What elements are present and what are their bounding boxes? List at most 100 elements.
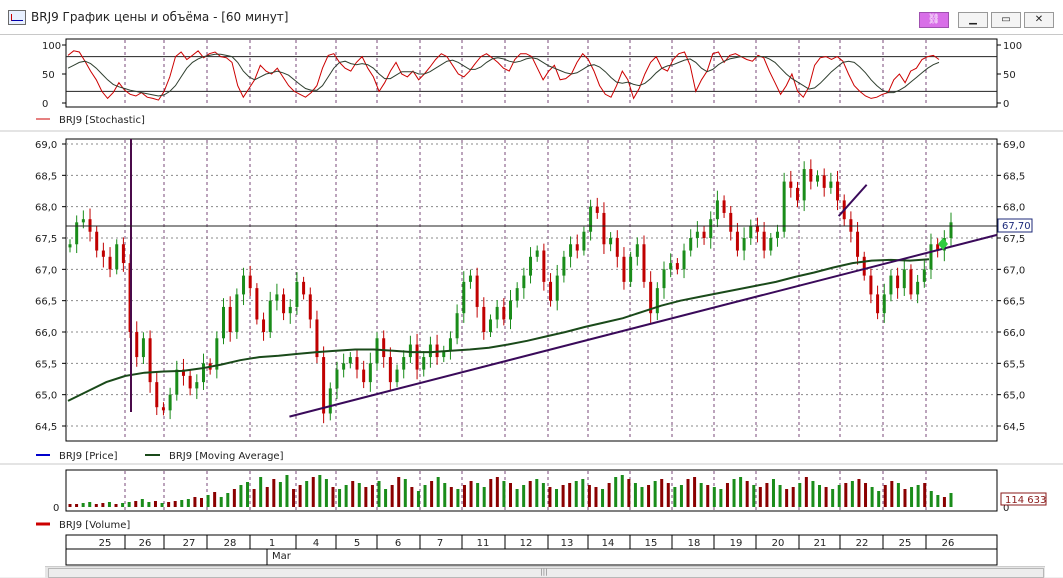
- candle-body: [729, 212, 733, 232]
- volume-bar: [679, 485, 683, 507]
- volume-bar: [272, 479, 276, 507]
- volume-bar: [771, 479, 775, 507]
- day-label: 25: [99, 538, 112, 549]
- volume-bar: [114, 504, 118, 507]
- close-button[interactable]: ✕: [1024, 12, 1054, 28]
- volume-bar: [344, 485, 348, 507]
- volume-bar: [449, 487, 453, 507]
- candle-body: [929, 244, 933, 270]
- candle-body: [375, 338, 379, 364]
- candle-body: [228, 306, 232, 332]
- candle-body: [482, 306, 486, 332]
- time-axis: 25 26 27 28 1 4 5 6 7 11 12 13 14 15 18 19 20 21 22 25 26 Ma…: [65, 534, 998, 566]
- candle-body: [836, 181, 840, 201]
- candle-body: [709, 219, 713, 238]
- volume-bar: [298, 485, 302, 507]
- candle-body: [889, 275, 893, 295]
- candle-body: [315, 319, 319, 358]
- day-label: 11: [477, 538, 490, 549]
- chart-area[interactable]: 100 100 50 50 0 0 BRJ9 [Stochastic] 69,0 69,0 6…: [0, 35, 1063, 577]
- candle-body: [235, 294, 239, 332]
- volume-bar: [252, 489, 256, 507]
- volume-legend: BRJ9 [Volume]: [59, 520, 130, 531]
- day-label: 22: [856, 538, 869, 549]
- volume-bar: [640, 487, 644, 507]
- candle-body: [909, 269, 913, 295]
- volume-bar: [134, 501, 138, 507]
- candle-body: [448, 338, 452, 351]
- volume-bar: [673, 487, 677, 507]
- candle-body: [368, 363, 372, 383]
- link-icon[interactable]: ⛓: [919, 12, 949, 28]
- candle-body: [916, 281, 920, 295]
- candle-body: [488, 319, 492, 332]
- volume-bar: [804, 477, 808, 507]
- candle-body: [288, 306, 292, 314]
- candle-body: [88, 219, 92, 232]
- candle-body: [535, 250, 539, 257]
- candle-body: [502, 306, 506, 320]
- volume-bar: [831, 489, 835, 507]
- candle-body: [242, 275, 246, 295]
- volume-bar: [423, 485, 427, 507]
- candle-body: [809, 169, 813, 182]
- candle-body: [816, 175, 820, 182]
- candle-body: [936, 244, 940, 251]
- volume-bar: [916, 485, 920, 507]
- price-tick-right: 67,5: [1003, 234, 1025, 245]
- volume-bar: [285, 475, 289, 507]
- stochastic-tick-left: 0: [42, 99, 48, 110]
- window-title: BRJ9 График цены и объёма - [60 минут]: [31, 10, 289, 24]
- price-tick-left: 68,0: [35, 203, 57, 214]
- candle-body: [222, 306, 226, 339]
- candle-body: [749, 225, 753, 238]
- volume-bar: [140, 499, 144, 507]
- price-tick-left: 68,5: [35, 171, 57, 182]
- candle-body: [148, 338, 152, 383]
- candle-body: [101, 250, 105, 257]
- horizontal-scrollbar[interactable]: |||: [45, 566, 1045, 578]
- minimize-button[interactable]: ▁: [958, 12, 988, 28]
- candle-body: [81, 219, 85, 223]
- candle-body: [168, 394, 172, 411]
- candle-body: [442, 350, 446, 358]
- volume-bar: [186, 499, 190, 507]
- candle-body: [282, 294, 286, 314]
- candle-body: [95, 231, 99, 251]
- trendline-1[interactable]: [837, 184, 868, 217]
- volume-bar: [870, 487, 874, 507]
- volume-bar: [522, 485, 526, 507]
- volume-bar: [686, 479, 690, 507]
- candle-body: [268, 300, 272, 332]
- volume-bar: [936, 495, 940, 507]
- candle-body: [181, 369, 185, 376]
- volume-bar: [167, 502, 171, 507]
- volume-bar: [929, 491, 933, 507]
- candle-body: [675, 263, 679, 270]
- day-label: 26: [139, 538, 152, 549]
- last-volume-label: 114 633: [1005, 495, 1046, 506]
- chart-app-icon: [8, 10, 26, 25]
- candle-body: [475, 275, 479, 307]
- candle-body: [922, 269, 926, 282]
- price-tick-right: 69,0: [1003, 140, 1025, 151]
- volume-bar: [397, 477, 401, 507]
- price-tick-left: 67,5: [35, 234, 57, 245]
- volume-bar: [206, 495, 210, 507]
- volume-bar: [509, 483, 512, 507]
- volume-bar: [403, 479, 407, 507]
- volume-bar: [745, 481, 749, 507]
- candle-body: [562, 256, 566, 276]
- volume-bar: [384, 489, 388, 507]
- scrollbar-grip-icon: |||: [540, 568, 548, 576]
- volume-bar: [725, 483, 729, 507]
- candle-body: [522, 275, 526, 289]
- candle-body: [795, 187, 799, 201]
- volume-bar: [338, 489, 342, 507]
- volume-bar: [877, 491, 881, 507]
- restore-button[interactable]: ▭: [991, 12, 1021, 28]
- trendline-0[interactable]: [289, 233, 998, 418]
- candle-body: [715, 200, 719, 220]
- volume-tick-0-right: 0: [1003, 503, 1009, 514]
